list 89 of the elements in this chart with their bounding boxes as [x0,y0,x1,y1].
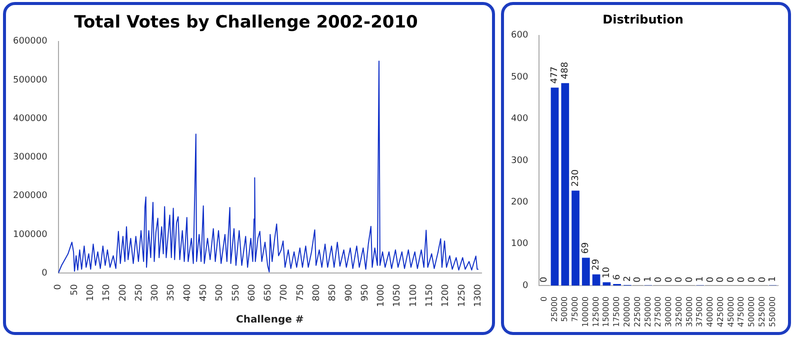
x-tick-label: 350000 [684,296,694,328]
data-label: 0 [737,276,747,282]
data-label: 0 [747,276,758,282]
x-tick-label: 850 [328,284,338,302]
x-tick-label: 500000 [747,296,756,328]
x-tick-label: 400000 [706,296,715,328]
data-label: 2 [622,276,633,282]
data-label: 0 [685,276,696,282]
x-tick-label: 525000 [758,296,767,328]
y-tick-label: 100000 [12,230,48,240]
x-tick-label: 200000 [622,296,632,328]
x-tick-label: 75000 [570,296,580,322]
x-tick-label: 1000 [376,284,387,307]
x-tick-label: 450 [199,284,210,302]
y-tick-label: 600 [510,30,528,41]
data-label: 29 [592,258,602,270]
x-tick-label: 550000 [768,296,777,328]
x-tick-label: 175000 [612,296,622,328]
x-tick-label: 1150 [425,284,436,307]
y-tick-label: 500000 [12,75,48,86]
data-label: 0 [758,276,768,282]
x-tick-label: 375000 [695,296,704,328]
x-tick-label: 25000 [550,296,559,322]
y-tick-label: 300 [510,156,528,166]
data-label: 477 [550,66,560,84]
y-tick-label: 100 [510,239,528,250]
x-tick-label: 100000 [580,296,590,328]
x-tick-label: 200 [118,284,128,302]
x-tick-label: 250 [134,284,144,302]
x-tick-label: 1300 [473,284,484,307]
x-tick-label: 950 [360,284,370,302]
x-tick-label: 350 [166,284,177,302]
x-tick-label: 650 [264,284,274,302]
data-label: 1 [695,276,706,282]
x-tick-label: 150000 [602,296,611,328]
x-tick-label: 900 [344,284,354,302]
y-tick-label: 400000 [12,114,48,124]
y-tick-label: 0 [42,268,48,278]
x-tick-label: 1100 [408,284,419,307]
y-tick-label: 500 [510,72,528,82]
x-tick-label: 250000 [643,296,652,328]
chart-title: Distribution [602,12,684,26]
x-tick-label: 325000 [674,296,684,328]
x-tick-label: 600 [247,284,258,302]
x-tick-label: 275000 [654,296,663,328]
data-label: 1 [768,276,778,282]
x-tick-label: 800 [312,284,322,302]
x-tick-label: 400 [182,284,193,302]
data-label: 0 [674,276,685,282]
data-label: 0 [726,276,737,282]
x-tick-label: 300 [150,284,161,302]
x-tick-label: 1200 [441,284,452,307]
x-tick-label: 500 [215,284,226,302]
data-label: 0 [716,276,726,282]
x-tick-label: 100 [86,284,96,302]
data-label: 0 [654,276,664,282]
data-label: 6 [612,274,622,280]
data-label: 69 [581,242,592,254]
y-tick-label: 600000 [12,36,48,47]
data-label: 0 [706,276,716,282]
x-tick-label: 50 [70,284,80,296]
x-tick-label: 450000 [726,296,736,328]
y-tick-label: 300000 [12,152,48,163]
data-label: 230 [570,169,581,187]
x-tick-label: 700 [280,284,290,302]
x-tick-label: 475000 [736,296,746,328]
x-tick-label: 150 [102,284,112,302]
x-tick-label: 750 [296,284,306,302]
data-label: 10 [602,266,612,278]
x-tick-label: 550 [231,284,242,302]
data-label: 0 [540,276,550,282]
x-axis-title: Challenge # [236,314,304,326]
x-tick-label: 300000 [664,296,674,328]
x-tick-label: 0 [54,284,64,290]
y-tick-label: 200000 [12,191,48,202]
data-label: 488 [560,62,570,80]
x-tick-label: 1050 [392,284,403,307]
data-label: 0 [664,276,674,282]
x-tick-label: 0 [539,296,548,302]
y-tick-label: 400 [510,114,528,124]
x-tick-label: 1250 [457,284,468,307]
x-tick-label: 50000 [560,296,570,322]
chart-title: Total Votes by Challenge 2002-2010 [74,12,418,33]
x-tick-label: 425000 [716,296,725,328]
data-label: 1 [644,276,654,282]
x-tick-label: 125000 [591,296,600,328]
data-label: 0 [633,276,644,282]
y-tick-label: 200 [510,197,528,208]
x-tick-label: 225000 [632,296,642,328]
